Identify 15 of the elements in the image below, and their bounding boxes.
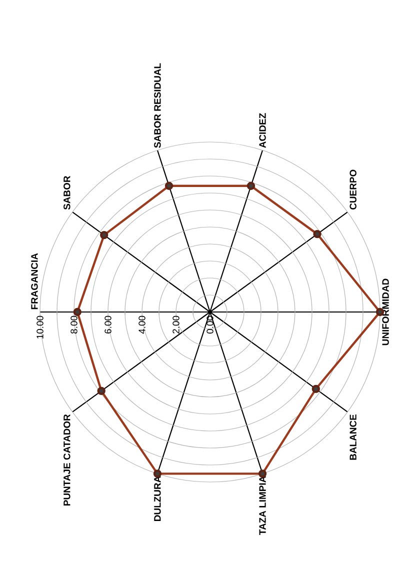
- spoke-label: BALANCE: [350, 414, 356, 460]
- spoke-label: PUNTAJE CATADOR: [64, 414, 70, 506]
- spoke-label: CUERPO: [350, 170, 356, 210]
- spoke-label: FRAGANCIA: [31, 253, 38, 310]
- spoke-label: TAZA LIMPIA: [259, 476, 266, 535]
- spoke-label: DULZURA: [154, 476, 161, 521]
- y-tick-label: 8.00: [70, 316, 78, 334]
- spoke-label: ACIDEZ: [259, 113, 266, 148]
- spoke-label: UNIFORMIDAD: [382, 278, 389, 346]
- spoke-label: SABOR RESIDUAL: [154, 63, 161, 148]
- y-tick-label: 4.00: [138, 316, 146, 334]
- y-tick-label: 10.00: [36, 316, 44, 338]
- y-tick-label: 6.00: [104, 316, 112, 334]
- spoke-label: SABOR: [64, 176, 70, 210]
- y-tick-label: 2.00: [172, 316, 180, 334]
